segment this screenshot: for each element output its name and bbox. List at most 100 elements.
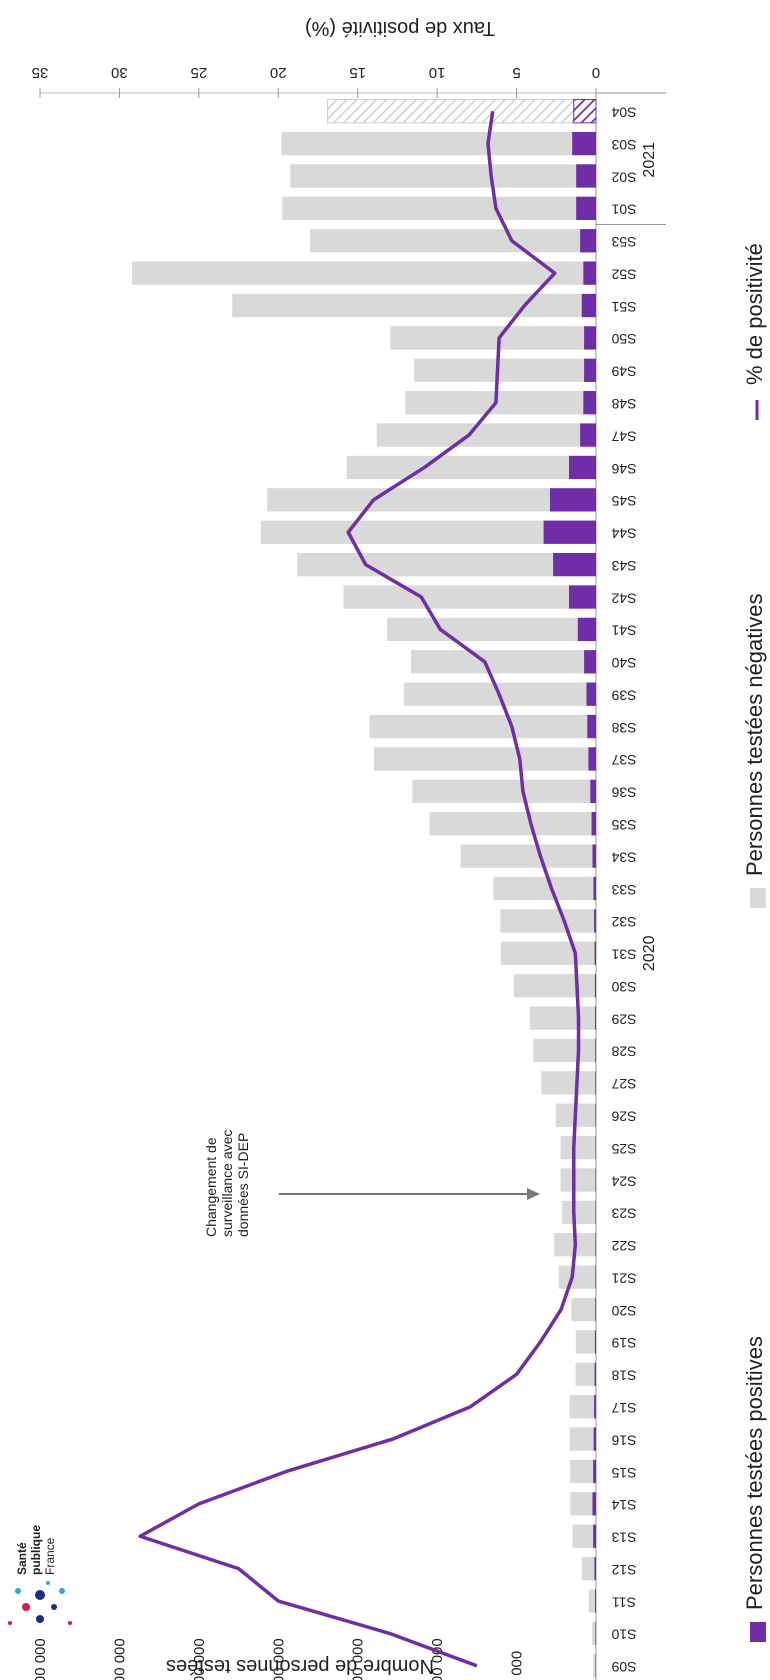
annotation: Changement de surveillance avec données … <box>203 1130 540 1237</box>
week-label: S44 <box>611 526 636 542</box>
annotation-line2: surveillance avec <box>219 1130 235 1237</box>
legend-swatch-positives <box>750 1622 766 1642</box>
bar-positive <box>593 1427 596 1451</box>
week-label: S03 <box>611 137 636 153</box>
week-label: S35 <box>611 817 636 833</box>
bar-positive <box>590 779 596 803</box>
bar-negative <box>376 423 581 447</box>
bar-negative <box>346 455 569 480</box>
week-label: S51 <box>611 299 636 315</box>
bar-negative <box>570 1459 594 1484</box>
logo-dot <box>35 1590 45 1600</box>
value-tick-label: 2 500 000 <box>191 1638 208 1680</box>
bar-positive <box>580 423 596 447</box>
logo-dot <box>59 1588 65 1594</box>
bar-negative <box>560 1135 596 1160</box>
y2-tick-label: 0 <box>592 64 600 81</box>
y2-axis-title: Taux de positivité (%) <box>305 17 495 39</box>
logo-line1: Santé <box>15 1542 29 1575</box>
bar-positive <box>593 1524 596 1548</box>
week-label: S04 <box>611 104 636 120</box>
axes: 0 500 000 1 000 000 1 500 000 2 000 000 2 500… <box>32 64 666 1680</box>
week-label: S21 <box>611 1270 636 1286</box>
bar-negative <box>569 1427 594 1451</box>
bar-positive <box>576 164 596 188</box>
bars <box>132 99 597 1678</box>
bar-negative <box>412 779 591 803</box>
y2-tick-label: 5 <box>512 64 520 81</box>
week-label: S40 <box>611 655 636 671</box>
week-label: S01 <box>611 202 636 218</box>
bar-positive <box>572 131 596 156</box>
bar-negative <box>390 326 585 350</box>
bar-negative <box>369 714 588 739</box>
year-label: 2020 <box>641 935 658 971</box>
week-label: S10 <box>611 1627 636 1643</box>
logo-dot <box>68 1621 72 1625</box>
bar-positive <box>594 1362 596 1386</box>
bar-positive <box>594 974 596 998</box>
week-label: S18 <box>611 1368 636 1384</box>
bar-positive <box>595 1135 596 1160</box>
week-label: S42 <box>611 590 636 606</box>
annotation-line1: Changement de <box>203 1137 219 1237</box>
value-tick-label: 1 500 000 <box>350 1638 367 1680</box>
bar-positive <box>594 1556 596 1581</box>
bar-positive <box>583 261 596 285</box>
annotation-arrowhead <box>527 1188 540 1200</box>
bar-negative <box>529 1006 596 1030</box>
week-label: S49 <box>611 364 636 380</box>
value-tick-label: 3 500 000 <box>32 1638 49 1680</box>
week-label: S22 <box>611 1238 636 1254</box>
bar-negative <box>343 585 569 609</box>
week-label: S50 <box>611 331 636 347</box>
legend-item-positivity: % de positivité <box>742 243 767 420</box>
logo-dot <box>8 1621 12 1625</box>
bar-negative <box>403 682 587 706</box>
week-label: S48 <box>611 396 636 412</box>
bar-negative <box>500 909 595 933</box>
year-label: 2021 <box>641 142 658 178</box>
week-label: S14 <box>611 1497 636 1513</box>
bar-negative <box>513 974 595 998</box>
week-label: S26 <box>611 1109 636 1125</box>
bar-positive <box>594 1330 596 1354</box>
bar-negative <box>373 747 589 771</box>
bar-negative <box>132 261 584 285</box>
bar-positive <box>593 1459 596 1484</box>
legend-label-positives: Personnes testées positives <box>742 1336 767 1610</box>
bar-negative <box>267 488 550 512</box>
logo-dot <box>36 1615 44 1623</box>
week-label: S15 <box>611 1465 636 1481</box>
bar-positive <box>587 714 596 739</box>
legend-item-negatives: Personnes testées négatives <box>742 593 767 908</box>
bar-positive <box>592 1492 596 1516</box>
legend-item-positives: Personnes testées positives <box>742 1336 767 1642</box>
week-label: S16 <box>611 1432 636 1448</box>
bar-positive <box>577 617 596 642</box>
bar-negative <box>570 1492 593 1516</box>
bar-positive <box>580 229 596 253</box>
bar-negative <box>588 1589 596 1613</box>
bar-positive <box>595 1589 596 1613</box>
week-label: S12 <box>611 1562 636 1578</box>
bar-negative <box>460 844 593 868</box>
bar-negative <box>541 1071 596 1095</box>
bar-negative <box>533 1038 596 1063</box>
week-label: S28 <box>611 1044 636 1060</box>
bar-positive <box>586 682 596 706</box>
positivity-line-group <box>138 110 581 1668</box>
y-axis-title: Nombre de personnes testées <box>166 1655 434 1677</box>
bar-positive <box>595 1006 596 1030</box>
logo-dot <box>51 1604 57 1610</box>
bar-negative <box>297 552 554 577</box>
bar-positive <box>592 844 596 868</box>
bar-negative <box>571 1297 596 1322</box>
y2-tick-label: 30 <box>111 64 128 81</box>
bar-negative <box>410 650 585 674</box>
week-label: S24 <box>611 1173 636 1189</box>
bar-positive <box>591 812 596 836</box>
legend-swatch-negatives <box>750 888 766 908</box>
week-label: S09 <box>611 1659 636 1675</box>
bar-negative <box>232 293 582 318</box>
